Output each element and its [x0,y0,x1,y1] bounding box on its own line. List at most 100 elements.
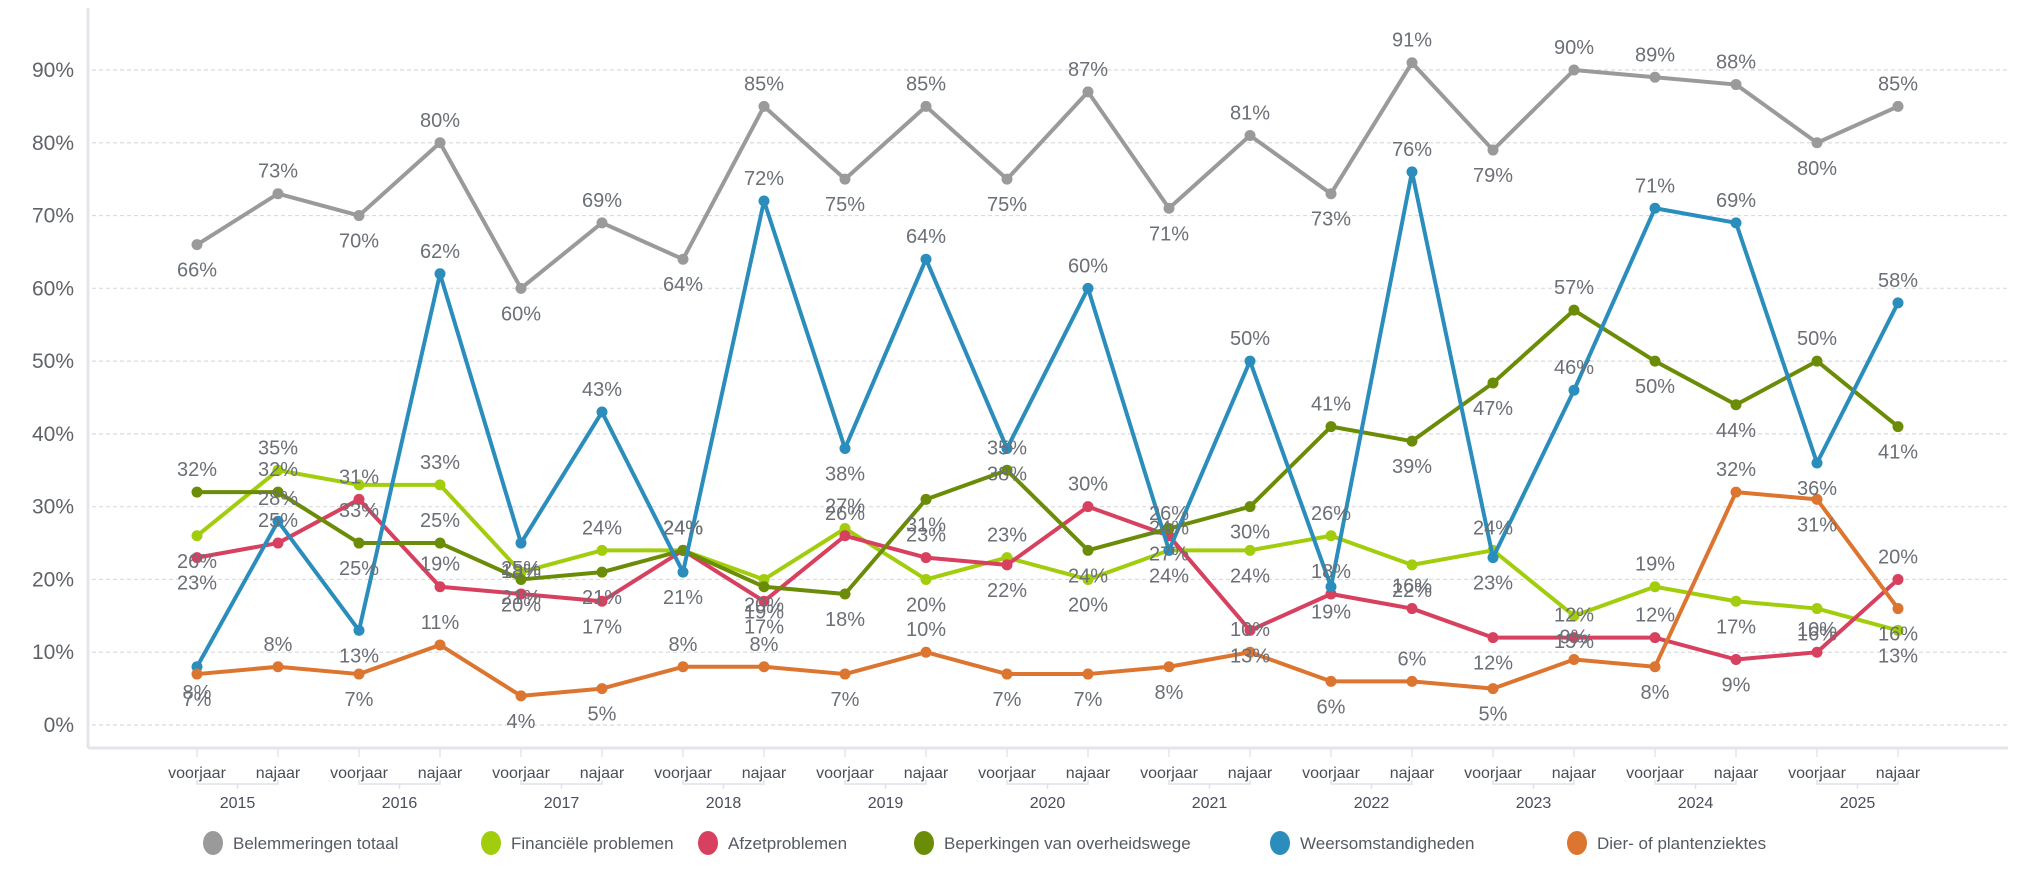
data-point[interactable] [1244,624,1256,636]
data-point[interactable] [1568,384,1580,396]
data-point[interactable] [839,588,851,600]
data-point[interactable] [1001,173,1013,185]
data-point[interactable] [1568,610,1580,622]
data-point[interactable] [1163,523,1175,534]
data-point[interactable] [1325,188,1337,200]
data-point[interactable] [596,566,608,578]
data-point[interactable] [596,406,608,418]
data-point[interactable] [353,210,365,222]
data-point[interactable] [353,668,365,680]
data-point[interactable] [272,661,284,673]
data-point[interactable] [758,581,770,593]
data-point[interactable] [920,646,932,658]
data-point[interactable] [1325,530,1337,542]
data-point[interactable] [515,690,527,702]
data-point[interactable] [1892,297,1904,309]
data-point[interactable] [1163,202,1175,214]
data-point[interactable] [1568,632,1580,644]
data-point[interactable] [1325,581,1337,593]
data-point[interactable] [1325,675,1337,687]
data-point[interactable] [1406,603,1418,615]
data-point[interactable] [758,595,770,607]
data-point[interactable] [1811,493,1823,505]
data-point[interactable] [1406,166,1418,178]
legend-item[interactable]: Financiële problemen [481,831,674,855]
data-point[interactable] [1892,421,1904,433]
data-point[interactable] [920,552,932,564]
data-point[interactable] [515,588,527,600]
data-point[interactable] [839,668,851,680]
data-point[interactable] [1730,399,1742,411]
data-point[interactable] [1406,559,1418,571]
data-point[interactable] [1406,435,1418,447]
data-point[interactable] [434,137,446,149]
data-point[interactable] [1244,130,1256,141]
data-point[interactable] [596,683,608,695]
data-point[interactable] [515,573,527,585]
data-point[interactable] [758,661,770,673]
data-point[interactable] [515,282,527,294]
data-point[interactable] [272,188,284,200]
data-point[interactable] [1082,544,1094,556]
data-point[interactable] [272,537,284,549]
data-point[interactable] [1406,675,1418,687]
data-point[interactable] [1730,595,1742,607]
legend-item[interactable]: Weersomstandigheden [1270,831,1475,855]
data-point[interactable] [1649,632,1661,644]
data-point[interactable] [1163,661,1175,673]
legend-item[interactable]: Beperkingen van overheidswege [914,831,1191,855]
data-point[interactable] [1082,86,1094,98]
data-point[interactable] [1487,144,1499,156]
data-point[interactable] [1487,683,1499,695]
data-point[interactable] [1082,501,1094,513]
data-point[interactable] [434,639,446,651]
data-point[interactable] [1730,79,1742,91]
data-point[interactable] [596,595,608,607]
data-point[interactable] [1892,603,1904,615]
data-point[interactable] [596,544,608,556]
data-point[interactable] [1811,603,1823,615]
data-point[interactable] [1163,544,1175,556]
data-point[interactable] [1649,661,1661,673]
data-point[interactable] [758,100,770,112]
data-point[interactable] [1082,282,1094,294]
data-point[interactable] [434,479,446,491]
data-point[interactable] [839,442,851,454]
data-point[interactable] [1568,654,1580,665]
data-point[interactable] [1892,573,1904,585]
legend-item[interactable]: Dier- of plantenziektes [1567,831,1766,855]
data-point[interactable] [839,173,851,185]
data-point[interactable] [920,100,932,112]
data-point[interactable] [191,552,203,564]
data-point[interactable] [1811,137,1823,149]
data-point[interactable] [1730,486,1742,498]
data-point[interactable] [1001,559,1013,571]
data-point[interactable] [596,217,608,229]
data-point[interactable] [1649,202,1661,214]
data-point[interactable] [1487,552,1499,564]
data-point[interactable] [1649,71,1661,83]
data-point[interactable] [1244,544,1256,556]
data-point[interactable] [353,493,365,505]
data-point[interactable] [1001,464,1013,476]
data-point[interactable] [1811,457,1823,469]
data-point[interactable] [677,566,689,578]
data-point[interactable] [434,537,446,549]
data-point[interactable] [1892,100,1904,112]
data-point[interactable] [272,464,284,476]
data-point[interactable] [1811,355,1823,367]
data-point[interactable] [353,624,365,636]
data-point[interactable] [839,530,851,542]
data-point[interactable] [1649,581,1661,593]
data-point[interactable] [1568,304,1580,316]
data-point[interactable] [1649,355,1661,367]
data-point[interactable] [677,661,689,673]
data-point[interactable] [1811,646,1823,658]
data-point[interactable] [1568,64,1580,76]
data-point[interactable] [1730,654,1742,665]
data-point[interactable] [1892,624,1904,636]
data-point[interactable] [353,479,365,491]
data-point[interactable] [1001,442,1013,454]
data-point[interactable] [434,268,446,280]
data-point[interactable] [920,493,932,505]
